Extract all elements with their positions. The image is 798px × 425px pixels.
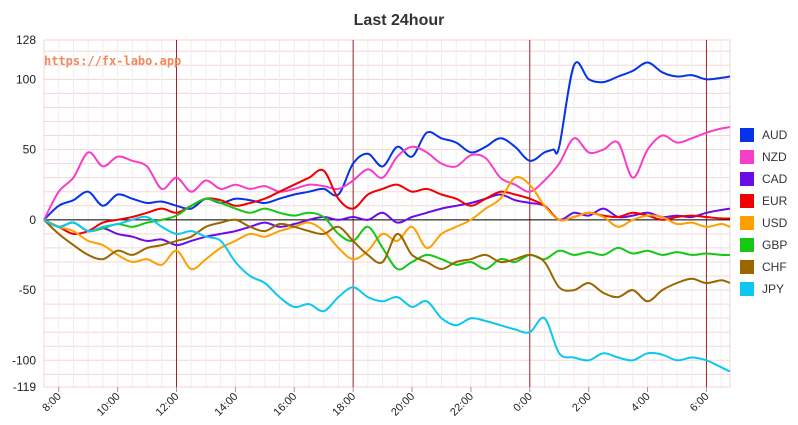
x-tick-label: 0:00 <box>511 391 535 415</box>
legend-swatch-chf <box>740 260 754 274</box>
x-tick-label: 4:00 <box>629 391 653 415</box>
legend-label-jpy: JPY <box>762 282 784 296</box>
chart-title: Last 24hour <box>354 12 445 29</box>
legend-swatch-aud <box>740 128 754 142</box>
series-line-nzd <box>43 126 731 221</box>
y-axis-ticks: 128 100 50 0 -50 -100 -119 <box>12 33 36 394</box>
legend-swatch-gbp <box>740 238 754 252</box>
x-tick-label: 16:00 <box>271 391 299 419</box>
plot-border <box>43 39 731 388</box>
y-tick-label: -50 <box>19 283 37 297</box>
x-tick-label: 8:00 <box>40 391 64 415</box>
legend-label-gbp: GBP <box>762 238 787 252</box>
watermark: https://fx-labo.app <box>44 54 181 68</box>
series-line-chf <box>43 218 731 303</box>
x-tick-label: 2:00 <box>570 391 594 415</box>
x-tick-label: 22:00 <box>448 391 476 419</box>
x-tick-label: 18:00 <box>330 391 358 419</box>
x-tick-label: 20:00 <box>389 391 417 419</box>
legend-label-cad: CAD <box>762 172 788 186</box>
series-line-usd <box>43 176 731 271</box>
x-tick-label: 6:00 <box>688 391 712 415</box>
series-line-jpy <box>43 215 731 373</box>
y-tick-label: 128 <box>16 33 36 47</box>
x-tick-label: 12:00 <box>154 391 182 419</box>
legend-label-eur: EUR <box>762 194 788 208</box>
legend-swatch-nzd <box>740 150 754 164</box>
legend-swatch-usd <box>740 216 754 230</box>
legend-label-chf: CHF <box>762 260 787 274</box>
legend-label-nzd: NZD <box>762 150 787 164</box>
series-line-aud <box>43 61 731 221</box>
legend-swatch-jpy <box>740 282 754 296</box>
legend-swatch-cad <box>740 172 754 186</box>
y-tick-label: -100 <box>12 353 36 367</box>
legend-label-aud: AUD <box>762 128 788 142</box>
y-tick-label: 100 <box>16 72 36 86</box>
y-tick-label: -119 <box>13 380 36 394</box>
y-tick-label: 0 <box>29 213 36 227</box>
series-line-gbp <box>43 197 731 271</box>
y-tick-label: 50 <box>23 143 37 157</box>
series-line-eur <box>43 168 731 236</box>
legend-label-usd: USD <box>762 216 788 230</box>
x-tick-label: 10:00 <box>95 391 123 419</box>
x-tick-label: 14:00 <box>213 391 241 419</box>
legend-swatch-eur <box>740 194 754 208</box>
series-lines <box>43 61 731 373</box>
legend: AUD NZD CAD EUR USD GBP CHF JPY <box>740 128 788 296</box>
x-axis-ticks: 8:00 10:00 12:00 14:00 16:00 18:00 20:00 22:00 0… <box>40 387 712 419</box>
